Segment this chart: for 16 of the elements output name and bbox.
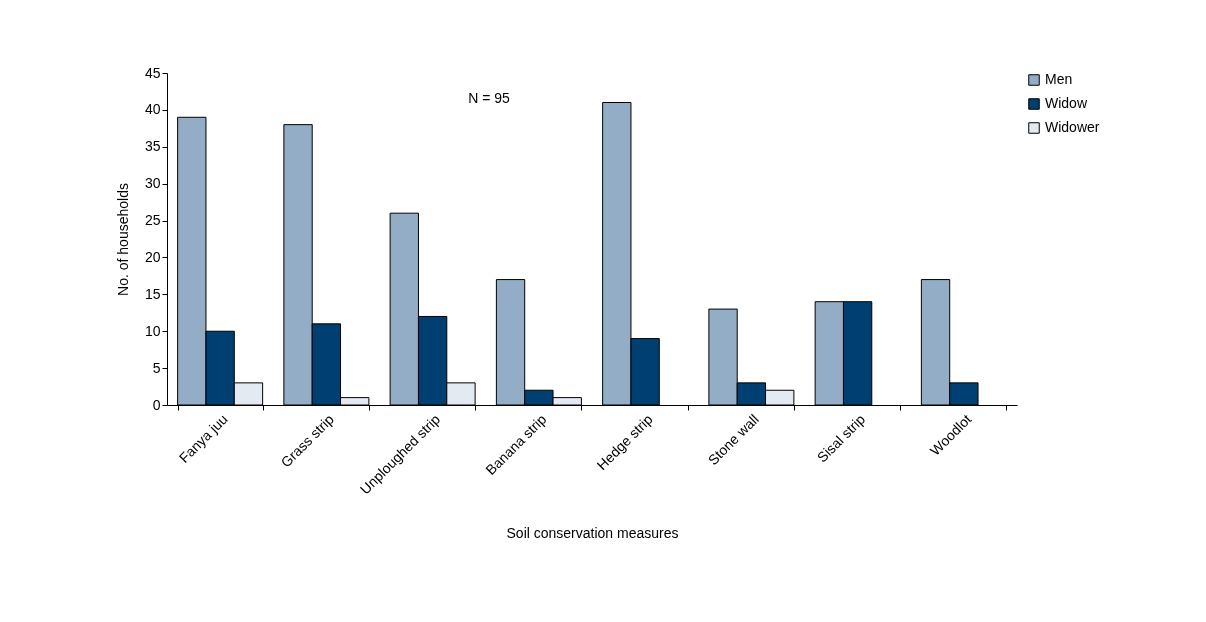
y-tick-label: 25 [144, 212, 161, 229]
y-tick-label: 15 [144, 285, 161, 302]
y-tick-label: 5 [152, 359, 161, 376]
y-tick-label: 40 [144, 101, 161, 118]
y-tick-label: 30 [144, 175, 161, 192]
y-tick-label: 10 [144, 322, 161, 339]
y-tick-label: 0 [152, 396, 161, 413]
y-tick-label: 35 [144, 138, 161, 155]
annotation: N = 95 [468, 90, 511, 106]
legend-label: Widow [1045, 95, 1088, 111]
y-axis-title: No. of households [114, 183, 131, 296]
legend-label: Widower [1045, 119, 1100, 135]
y-tick-label: 45 [144, 64, 161, 81]
legend-label: Men [1045, 71, 1073, 87]
x-axis-title: Soil conservation measures [506, 525, 679, 542]
y-tick-label: 20 [144, 248, 161, 265]
